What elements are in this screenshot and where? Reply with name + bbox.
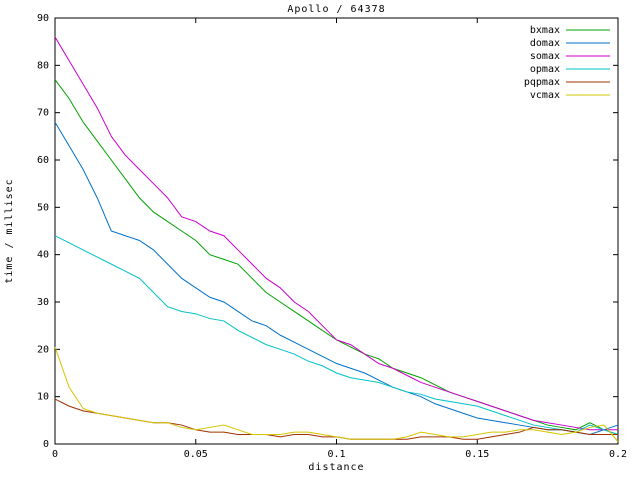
- x-tick-label: 0.2: [609, 449, 627, 460]
- legend-label-somax: somax: [530, 51, 560, 62]
- y-tick-label: 30: [37, 297, 49, 308]
- x-tick-label: 0.15: [465, 449, 489, 460]
- y-tick-label: 70: [37, 108, 49, 119]
- series-line-bxmax: [54, 79, 619, 436]
- legend-label-vcmax: vcmax: [530, 90, 560, 101]
- x-tick-label: 0.05: [184, 449, 208, 460]
- legend-label-pqpmax: pqpmax: [524, 77, 560, 88]
- series-line-somax: [54, 36, 618, 431]
- y-tick-label: 20: [37, 344, 49, 355]
- y-axis-label: time / millisec: [4, 178, 15, 283]
- y-tick-label: 60: [37, 155, 49, 166]
- y-tick-label: 40: [37, 250, 49, 261]
- series-line-pqpmax: [54, 398, 618, 440]
- chart-title: Apollo / 64378: [287, 4, 385, 15]
- y-tick-label: 90: [37, 13, 49, 24]
- series-line-vcmax: [54, 346, 619, 442]
- y-tick-label: 50: [37, 202, 49, 213]
- x-tick-label: 0.1: [327, 449, 345, 460]
- x-tick-label: 0: [52, 449, 58, 460]
- x-axis-label: distance: [308, 462, 364, 473]
- series-line-domax: [54, 121, 619, 436]
- y-tick-label: 0: [43, 439, 49, 450]
- legend-label-bxmax: bxmax: [530, 25, 560, 36]
- legend-label-opmax: opmax: [530, 64, 560, 75]
- y-tick-label: 10: [37, 392, 49, 403]
- legend-label-domax: domax: [530, 38, 560, 49]
- series-line-opmax: [54, 235, 619, 436]
- y-tick-label: 80: [37, 60, 49, 71]
